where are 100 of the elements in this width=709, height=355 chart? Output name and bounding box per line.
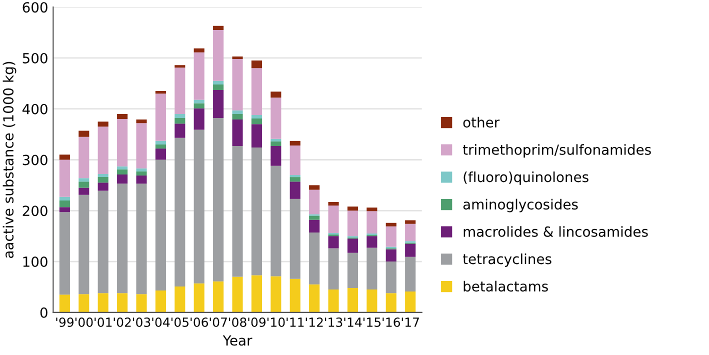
bar [136,168,147,172]
bar [194,108,204,130]
y-tick-label: 400 [22,104,48,114]
bar [117,169,128,175]
y-tick-label: 600 [22,2,48,13]
x-tick-label: '08 [229,317,246,327]
bar [270,276,282,312]
bar [405,244,416,257]
bar [78,194,90,294]
bar [386,226,396,247]
bar [347,288,358,312]
bar [155,94,166,141]
bar [136,123,147,168]
bar [174,118,186,124]
bar [213,26,224,30]
bar [59,212,70,295]
x-tick-label: '16 [382,317,400,327]
bar [59,196,70,200]
bar [174,286,186,312]
bar [174,114,186,118]
bar [78,182,90,188]
bar [328,202,339,206]
bar [155,144,166,149]
bar [405,220,416,224]
bar [405,292,416,312]
bar [78,178,90,182]
bar [270,98,282,139]
bar [309,220,320,233]
legend-label: tetracyclines [462,253,552,267]
legend-label: trimethoprim/sulfonamides [462,144,651,158]
x-tick-label: '99 [56,317,74,327]
bar [117,166,128,170]
x-axis-title: Year [222,335,252,346]
bar [78,130,90,137]
bar [270,141,282,146]
x-tick-label: '01 [94,317,112,327]
bar [290,140,300,146]
bar [59,154,70,160]
x-tick-label: '03 [133,317,150,327]
bar [213,84,224,90]
bar [366,290,378,312]
bar [405,256,416,292]
legend-label: macrolides & lincosamides [464,226,648,237]
y-tick-label: 300 [22,154,48,166]
bar [251,118,262,124]
x-tick-label: '15 [363,318,381,327]
bar [290,182,300,199]
bar [309,284,320,312]
bar [309,185,320,190]
x-tick-label: '12 [306,317,323,327]
bar [366,211,378,234]
legend-label: betalactams [464,280,548,292]
x-tick-label: '17 [402,318,419,327]
x-tick-label: '09 [248,317,266,327]
x-tick-label: '02 [114,317,131,327]
bar [232,120,243,146]
bar [290,198,300,279]
x-tick-label: '00 [75,317,93,327]
bar [309,190,320,214]
bar [309,232,320,284]
bar [155,160,166,291]
x-tick-label: '05 [171,317,188,327]
bar [347,252,358,288]
bar [98,177,108,183]
bar [136,294,147,312]
x-tick-label: '04 [152,317,170,327]
bar [347,238,358,253]
bar [98,122,108,127]
y-tick-label: 100 [23,256,48,267]
bar [194,52,204,100]
bar [366,236,378,248]
bar [309,216,320,220]
bar [232,110,243,114]
bar [290,177,300,182]
bar [136,120,147,124]
bar [232,114,243,120]
bar [213,90,224,118]
bar [117,184,128,294]
bar [213,281,224,312]
bar [347,210,358,236]
bar [194,130,204,284]
bar [213,118,224,282]
bar [290,278,300,312]
bar [194,48,204,52]
bar [59,294,70,312]
bar [194,100,204,104]
bar [251,114,262,119]
x-tick-label: '14 [344,318,362,327]
bar [347,206,358,211]
bar [366,208,378,212]
bar [59,160,70,197]
bar [386,249,396,262]
bar [232,276,243,312]
bar [251,60,262,68]
legend-label: other [463,116,500,128]
bar [386,293,396,312]
bar [328,236,339,248]
bar [155,140,166,144]
bar [98,293,108,312]
y-tick-label: 200 [22,206,48,216]
